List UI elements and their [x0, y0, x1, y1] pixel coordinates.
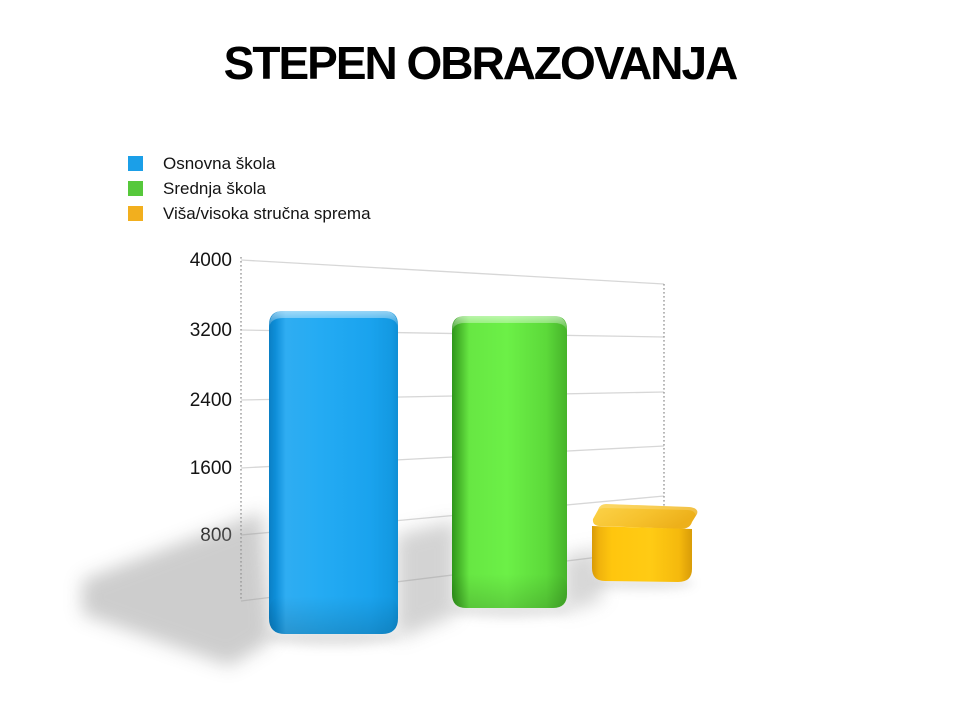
legend: Osnovna škola Srednja škola Viša/visoka … — [128, 151, 371, 226]
legend-swatch-orange — [128, 206, 143, 221]
legend-item-visa-visoka: Viša/visoka stručna sprema — [128, 201, 371, 226]
legend-swatch-blue — [128, 156, 143, 171]
bar-osnovna-skola-cap-highlight — [269, 311, 398, 330]
legend-item-srednja-skola: Srednja škola — [128, 176, 371, 201]
gridline-4000 — [240, 259, 665, 285]
tick-label-2400: 2400 — [190, 390, 232, 411]
shadow-blue-bar — [82, 512, 272, 666]
bar-osnovna-skola-bottom-shade — [269, 596, 398, 634]
bar-osnovna-skola-front — [269, 311, 398, 634]
bar-osnovna-skola — [269, 311, 398, 634]
legend-label: Osnovna škola — [163, 153, 276, 173]
legend-label: Viša/visoka stručna sprema — [163, 203, 371, 223]
y-axis-tick-labels: 4000 3200 2400 1600 800 — [190, 250, 232, 546]
bar-visa-visoka — [592, 504, 698, 582]
bar-srednja-skola-front — [452, 316, 567, 608]
bar-visa-visoka-top — [592, 504, 698, 529]
bar-srednja-skola-cap-highlight — [452, 316, 567, 334]
legend-swatch-green — [128, 181, 143, 196]
tick-label-4000: 4000 — [190, 250, 232, 271]
chart-title: STEPEN OBRAZOVANJA — [223, 37, 739, 89]
bar-visa-visoka-cap-highlight — [598, 504, 698, 516]
shadow-green-bar — [396, 520, 456, 640]
bar-visa-visoka-front — [592, 526, 692, 582]
tick-label-1600: 1600 — [190, 458, 232, 479]
tick-label-3200: 3200 — [190, 320, 232, 341]
legend-item-osnovna-skola: Osnovna škola — [128, 151, 371, 176]
legend-label: Srednja škola — [163, 178, 267, 198]
y-axis — [240, 257, 665, 601]
bar-srednja-skola — [452, 316, 567, 608]
bar-srednja-skola-bottom-shade — [452, 574, 567, 608]
